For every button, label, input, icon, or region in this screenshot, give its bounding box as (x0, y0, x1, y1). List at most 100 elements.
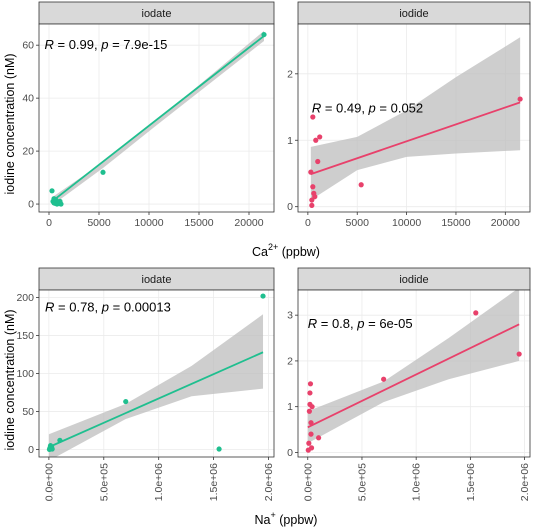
data-point (309, 202, 315, 208)
y-axis-title-top: iodine concentration (nM) (3, 53, 17, 194)
plot-content (46, 293, 266, 457)
x-tick-label: 1.0e+06 (411, 463, 423, 501)
facet-strip-label: iodate (142, 8, 172, 20)
panel-bottom-left: iodate 0 50 100 150 200 0.0e+00 5.0e+05 1.0e+06 1… (16, 267, 275, 501)
data-point (381, 376, 387, 382)
data-point (308, 169, 314, 175)
y-tick-label: 40 (22, 93, 34, 105)
facet-strip-label: iodate (142, 274, 172, 286)
data-point (49, 446, 55, 452)
x-tick-label: 10000 (392, 217, 421, 229)
data-point (100, 169, 106, 175)
panel-bottom-right: iodide 0 1 2 3 0.0e+00 5.0e+05 1.0e+06 1.5e+06 2.… (287, 267, 531, 501)
y-tick-label: 1 (287, 401, 293, 413)
data-point (307, 390, 313, 396)
x-axis-title-bottom: Na+ (ppbw) (255, 510, 318, 527)
plot-content (49, 30, 267, 207)
data-point (307, 381, 314, 387)
facet-strip-label: iodide (399, 274, 428, 286)
data-point (312, 194, 318, 200)
x-tick-label: 15000 (441, 217, 470, 229)
confidence-ribbon (52, 30, 264, 206)
y-tick-label: 2 (287, 68, 293, 80)
correlation-annotation: R = 0.49, p = 0.052 (312, 100, 423, 115)
x-axis-title-top: Ca2+ (ppbw) (252, 242, 320, 259)
data-point (315, 158, 321, 165)
data-point (58, 201, 64, 207)
data-point (310, 184, 316, 190)
x-tick-label: 5000 (87, 217, 111, 229)
y-tick-label: 0 (28, 444, 34, 456)
x-tick-label: 0.0e+00 (302, 463, 314, 501)
panel-top-right: iodide 0 1 2 0 5000 10000 15000 20000 R = 0.49, p… (287, 1, 531, 229)
x-tick-label: 5.0e+05 (356, 463, 368, 501)
x-tick-label: 1.5e+06 (208, 463, 220, 501)
x-tick-label: 0 (46, 217, 52, 229)
x-tick-label: 5.0e+05 (98, 463, 110, 501)
x-tick-label: 5000 (346, 217, 370, 229)
plot-content (305, 290, 522, 453)
y-tick-label: 2 (287, 355, 293, 367)
regression-line (307, 323, 520, 429)
x-tick-label: 20000 (234, 217, 263, 229)
data-point (123, 398, 129, 405)
correlation-annotation: R = 0.78, p = 0.00013 (45, 299, 171, 314)
data-point (517, 96, 523, 102)
x-tick-label: 2.0e+06 (263, 463, 275, 501)
data-point (308, 420, 314, 426)
data-point (309, 197, 315, 203)
data-point (49, 188, 55, 194)
x-tick-label: 10000 (134, 217, 163, 229)
data-point (315, 435, 322, 441)
data-point (306, 440, 312, 446)
plot-content (308, 37, 523, 208)
panel-border (38, 23, 275, 213)
data-point (358, 182, 364, 188)
confidence-ribbon (310, 37, 521, 201)
x-tick-label: 0.0e+00 (43, 463, 55, 501)
y-tick-label: 0 (28, 199, 34, 211)
y-tick-label: 3 (287, 310, 293, 322)
correlation-annotation: R = 0.8, p = 6e-05 (308, 316, 413, 331)
y-tick-label: 200 (16, 292, 34, 304)
y-tick-label: 60 (22, 40, 34, 52)
data-point (216, 446, 222, 452)
data-point (309, 404, 315, 410)
data-point (57, 437, 63, 443)
data-point (317, 134, 323, 140)
data-point (473, 310, 479, 316)
confidence-ribbon (307, 290, 520, 444)
x-tick-label: 1.5e+06 (465, 463, 477, 501)
y-tick-label: 50 (22, 406, 34, 418)
x-tick-label: 0 (305, 217, 311, 229)
x-tick-label: 15000 (184, 217, 213, 229)
data-point (308, 431, 314, 437)
y-tick-label: 150 (16, 330, 34, 342)
panel-border (297, 289, 531, 458)
x-tick-label: 20000 (491, 217, 520, 229)
y-tick-label: 100 (16, 368, 34, 380)
panel-top-left: iodate 0 20 40 60 0 5000 10000 15000 20000 R = 0.9… (22, 1, 275, 229)
y-tick-label: 0 (287, 201, 293, 213)
y-tick-label: 1 (287, 135, 293, 147)
regression-line (51, 35, 265, 203)
correlation-annotation: R = 0.99, p = 7.9e-15 (45, 37, 168, 52)
data-point (261, 31, 267, 38)
data-point (306, 408, 312, 414)
facet-strip-label: iodide (399, 8, 428, 20)
data-point (260, 293, 266, 299)
y-axis-title-bottom: iodine concentration (nM) (3, 309, 17, 450)
data-point (310, 114, 316, 120)
x-tick-label: 1.0e+06 (153, 463, 165, 501)
data-point (313, 137, 319, 143)
x-tick-label: 2.0e+06 (519, 463, 531, 501)
data-point (308, 445, 315, 451)
regression-line (310, 101, 521, 175)
data-point (516, 351, 522, 357)
regression-line (48, 351, 264, 448)
y-tick-label: 20 (22, 146, 34, 158)
y-tick-label: 0 (287, 447, 293, 459)
confidence-ribbon (48, 314, 264, 457)
